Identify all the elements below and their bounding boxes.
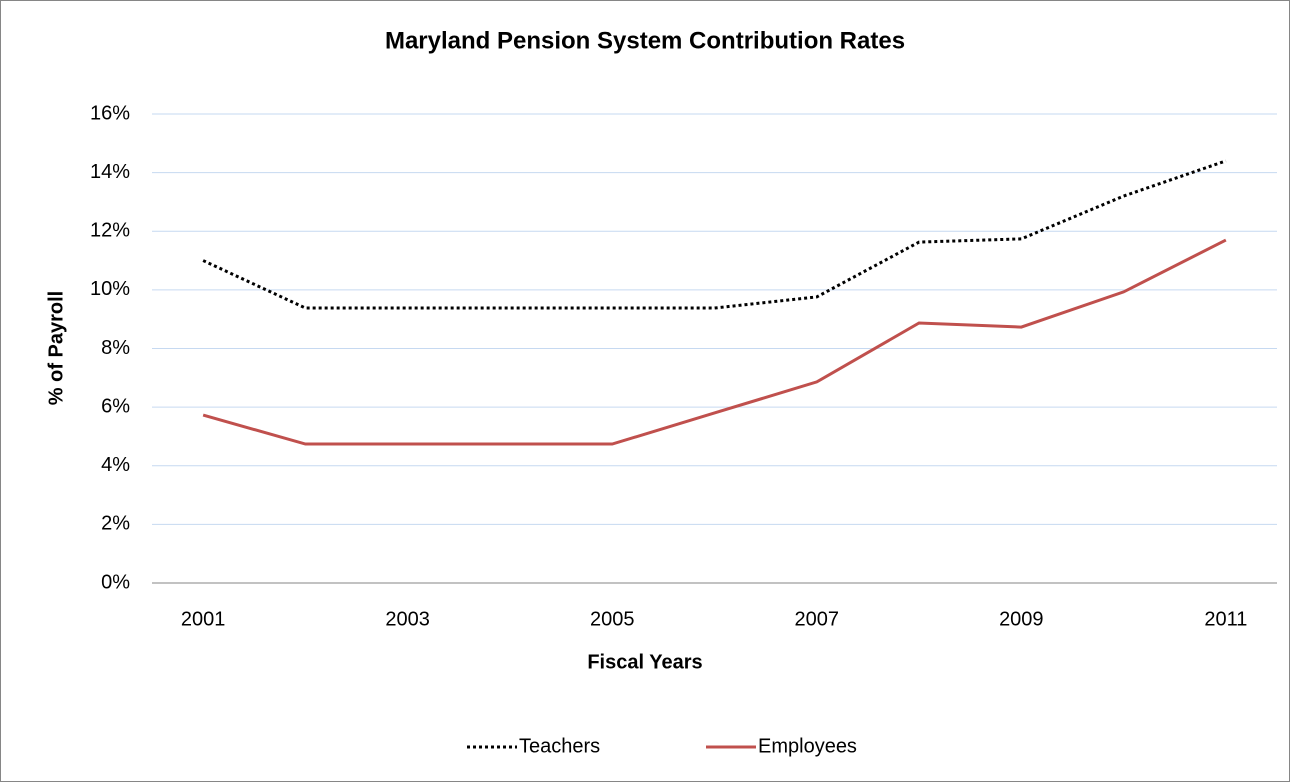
x-tick-label: 2003	[385, 608, 430, 630]
x-tick-label: 2005	[590, 608, 635, 630]
legend-label: Employees	[758, 735, 857, 757]
x-tick-label: 2009	[999, 608, 1044, 630]
y-tick-label: 0%	[101, 571, 130, 593]
legend-label: Teachers	[519, 735, 600, 757]
x-tick-label: 2001	[181, 608, 226, 630]
y-tick-label: 6%	[101, 395, 130, 417]
y-tick-label: 10%	[90, 278, 130, 300]
y-tick-label: 2%	[101, 513, 130, 535]
x-tick-label: 2007	[795, 608, 840, 630]
x-axis-title: Fiscal Years	[587, 651, 702, 673]
chart-title: Maryland Pension System Contribution Rat…	[385, 27, 905, 54]
series-line	[202, 159, 1227, 310]
y-tick-label: 14%	[90, 161, 130, 183]
y-tick-label: 16%	[90, 102, 130, 124]
series-line	[202, 238, 1227, 446]
y-tick-label: 4%	[101, 454, 130, 476]
x-tick-label: 2011	[1204, 608, 1247, 630]
y-tick-label: 8%	[101, 337, 130, 359]
y-tick-label: 12%	[90, 220, 130, 242]
y-axis-title: % of Payroll	[45, 291, 67, 405]
